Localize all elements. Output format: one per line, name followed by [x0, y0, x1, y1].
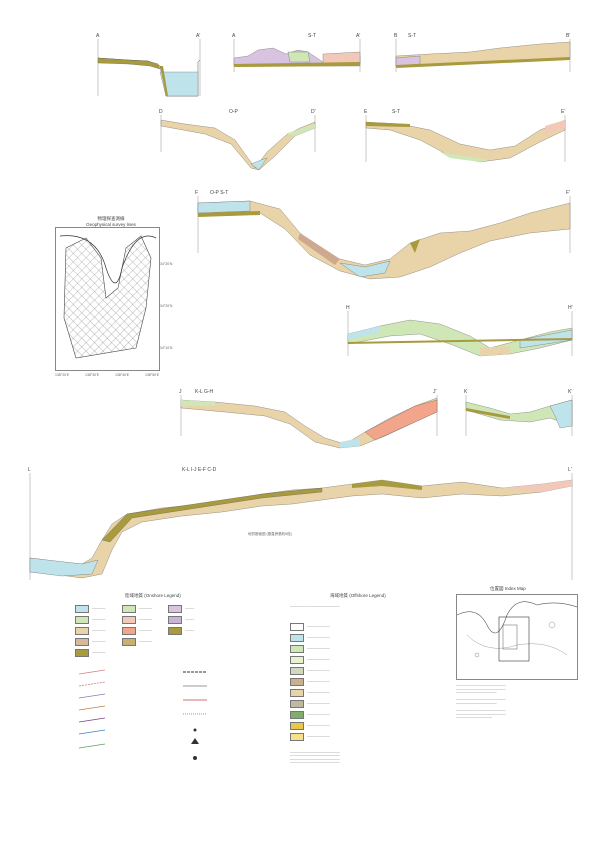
legend-item: ──────────	[290, 699, 440, 708]
legend-item: ──────	[75, 616, 106, 624]
section-e: E S-T E'	[360, 109, 575, 174]
section-mid-label: S-T	[308, 33, 317, 39]
section-left-label: E	[364, 109, 368, 115]
legend-item: ────	[168, 616, 194, 624]
section-j: J K-L G-H J'	[175, 389, 445, 450]
legend-item: ──────────	[290, 710, 440, 719]
offshore-legend: 海域地質 (Offshore Legend) ────────── ───────…	[290, 593, 440, 765]
index-notes: ────────────────────── ──────────────────…	[456, 683, 506, 720]
section-note: 地質断面図 (垂直誇張約5倍)	[248, 532, 292, 536]
legend-item: ──────	[75, 605, 106, 613]
lon-tick-1: 138°20'E	[55, 373, 70, 377]
section-right-label: L'	[568, 467, 572, 473]
survey-map-title: 物理探查測線 Geophysical survey lines	[66, 216, 156, 227]
section-right-label: F'	[566, 190, 571, 196]
legend-item: ──────────	[290, 644, 440, 653]
section-a: A A'	[88, 33, 208, 106]
line-symbols	[78, 669, 207, 760]
legend-item: ──────────	[290, 622, 440, 631]
lat-tick-2: 34°20'N	[160, 304, 173, 308]
section-right-label: K'	[568, 389, 573, 395]
section-b: A S-T A'	[228, 33, 368, 76]
legend-item: ──────	[121, 605, 152, 613]
legend-item: ──────────	[290, 688, 440, 697]
section-right-label: H'	[568, 305, 573, 311]
legend-item: ──────	[121, 627, 152, 635]
section-left-label: F	[195, 190, 199, 196]
section-left-label: A	[96, 33, 100, 39]
section-right-label: A'	[196, 33, 201, 39]
section-left-label: A	[232, 33, 236, 39]
legend-item: ──────	[121, 638, 152, 646]
section-left-label: J	[179, 389, 182, 395]
legend-item: ──────	[121, 616, 152, 624]
legend-item: ──────	[75, 649, 106, 657]
section-right-label: A'	[356, 33, 361, 39]
section-left-label: D	[159, 109, 163, 115]
legend-item: ──────	[75, 627, 106, 635]
legend-item: ──────	[75, 638, 106, 646]
onshore-legend: 陸域地質 (Onshore Legend) ────── ────── ────…	[75, 593, 265, 793]
legend-item: ──────────	[290, 677, 440, 686]
section-right-label: J'	[433, 389, 437, 395]
lon-tick-4: 138°50'E	[145, 373, 160, 377]
legend-item: ──────────	[290, 721, 440, 730]
survey-map-title-cn: 物理探查測線	[97, 216, 125, 221]
survey-lines-map	[55, 227, 160, 371]
section-k: K K'	[460, 389, 580, 442]
legend-item: ──────────	[290, 666, 440, 675]
section-left-label: K	[464, 389, 468, 395]
legend-item: ──────────	[290, 655, 440, 664]
section-right-label: E'	[561, 109, 566, 115]
section-right-label: B'	[566, 33, 571, 39]
offshore-legend-title: 海域地質 (Offshore Legend)	[330, 593, 386, 598]
section-left-label: B	[394, 33, 398, 39]
lat-tick-1: 34°30'N	[160, 262, 173, 266]
lon-tick-3: 138°40'E	[115, 373, 130, 377]
legend-item: ──────────	[290, 732, 440, 741]
section-h: H H'	[340, 305, 580, 364]
index-map-title: 位置図 Index Map	[490, 586, 526, 591]
legend-item: ──────────	[290, 633, 440, 642]
section-f: F O-P S-T F'	[190, 190, 580, 285]
section-c: B S-T B'	[390, 33, 580, 76]
legend-item: ────	[168, 627, 194, 635]
lat-tick-3: 34°10'N	[160, 346, 173, 350]
legend-item: ────	[168, 605, 194, 613]
section-right-label: D'	[311, 109, 316, 115]
survey-map-title-en: Geophysical survey lines	[86, 222, 136, 227]
section-mid-label: O-P	[229, 109, 238, 115]
section-left-label: H	[346, 305, 350, 311]
section-mid-label: K-L G-H	[195, 389, 214, 395]
onshore-legend-title: 陸域地質 (Onshore Legend)	[125, 593, 181, 598]
section-mid-label: K-L I-J E-F C-D	[182, 467, 217, 473]
section-left-label: L	[28, 467, 31, 473]
section-d: D O-P D'	[155, 109, 325, 174]
section-mid-label: O-P S-T	[210, 190, 229, 196]
index-map	[456, 594, 578, 680]
section-l: L K-L I-J E-F C-D L'	[22, 467, 582, 585]
lon-tick-2: 138°30'E	[85, 373, 100, 377]
section-mid-label: S-T	[392, 109, 401, 115]
section-mid-label: S-T	[408, 33, 417, 39]
